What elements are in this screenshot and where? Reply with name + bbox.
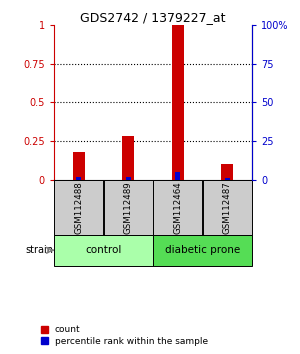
Bar — [153, 180, 202, 235]
Bar — [76, 177, 81, 180]
Bar — [126, 177, 131, 180]
Bar — [104, 180, 153, 235]
Text: GSM112489: GSM112489 — [124, 181, 133, 234]
Title: GDS2742 / 1379227_at: GDS2742 / 1379227_at — [80, 11, 226, 24]
Bar — [175, 172, 180, 180]
Text: diabetic prone: diabetic prone — [165, 245, 240, 255]
Bar — [73, 152, 85, 180]
Legend: count, percentile rank within the sample: count, percentile rank within the sample — [40, 325, 208, 346]
Text: GSM112464: GSM112464 — [173, 181, 182, 234]
Bar — [225, 178, 230, 180]
Text: control: control — [85, 245, 122, 255]
Bar — [54, 180, 103, 235]
Text: GSM112487: GSM112487 — [223, 181, 232, 234]
Bar — [153, 235, 252, 266]
Bar — [172, 25, 184, 180]
Bar — [203, 180, 252, 235]
Bar — [54, 235, 153, 266]
Bar — [122, 136, 134, 180]
Text: strain: strain — [25, 245, 53, 255]
Text: GSM112488: GSM112488 — [74, 181, 83, 234]
Bar — [221, 164, 233, 180]
